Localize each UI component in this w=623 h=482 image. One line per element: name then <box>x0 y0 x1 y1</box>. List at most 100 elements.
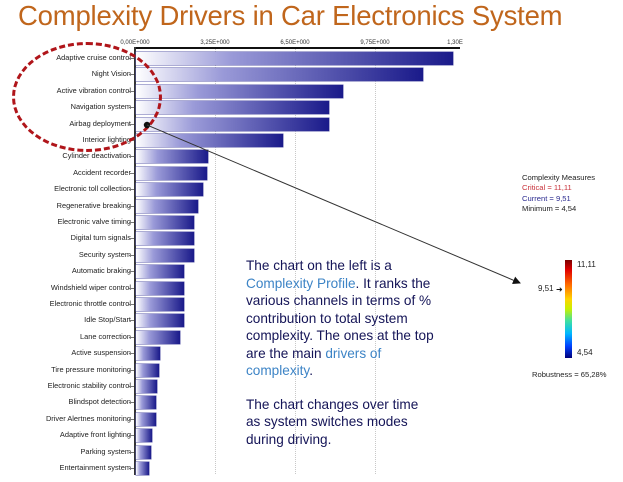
bar <box>136 462 150 475</box>
bar-row: Idle Stop/Start <box>0 312 623 329</box>
y-tick <box>129 435 134 437</box>
category-label: Parking system <box>80 446 131 456</box>
category-label: Cylinder deactivation <box>62 151 131 161</box>
bar <box>136 216 195 229</box>
bar <box>136 52 453 65</box>
bar-row: Driver Alertnes monitoring <box>0 411 623 428</box>
y-tick <box>129 287 134 289</box>
robustness-label: Robustness = 65,28% <box>532 370 607 379</box>
bar-row: Electronic valve timing <box>0 214 623 231</box>
bar <box>136 150 209 164</box>
category-label: Electronic toll collection <box>54 184 131 194</box>
category-label: Digital turn signals <box>70 233 131 243</box>
bar <box>136 347 160 361</box>
bar-row: Cylinder deactivation <box>0 148 623 165</box>
bar <box>136 298 185 311</box>
description-paragraph-1: The chart on the left is a Complexity Pr… <box>246 258 434 379</box>
bar <box>136 183 203 197</box>
bar <box>136 117 330 131</box>
bar <box>136 429 153 443</box>
bar-row: Blindspot detection <box>0 394 623 411</box>
gridline <box>295 49 296 474</box>
bar <box>136 363 160 377</box>
category-label: Blindspot detection <box>68 397 131 407</box>
bar <box>136 281 185 295</box>
category-label: Accident recorder <box>73 167 131 177</box>
category-label: Active suspension <box>71 348 131 358</box>
y-tick <box>129 451 134 453</box>
category-label: Idle Stop/Start <box>84 315 131 325</box>
gridline <box>215 49 216 474</box>
gridline <box>375 49 376 474</box>
bar-row: Windshield wiper control <box>0 280 623 297</box>
bar <box>136 248 195 262</box>
bar-row: Parking system <box>0 444 623 461</box>
category-label: Windshield wiper control <box>50 282 131 292</box>
x-tick-label: 1,30E <box>447 40 463 46</box>
critical-value: Critical = 11,11 <box>522 183 572 193</box>
bar-row: Digital turn signals <box>0 230 623 247</box>
bar <box>136 232 195 246</box>
y-tick <box>129 189 134 191</box>
bar <box>136 330 181 344</box>
y-tick <box>129 468 134 469</box>
bar-row: Tire pressure monitoring <box>0 362 623 379</box>
bar <box>136 68 423 82</box>
current-pointer-icon: ➜ <box>556 285 563 294</box>
category-label: Adaptive front lighting <box>59 430 131 440</box>
category-label: Electronic stability control <box>47 381 131 390</box>
complexity-measures: Complexity Measures Critical = 11,11 Cur… <box>522 173 595 215</box>
page-title: Complexity Drivers in Car Electronics Sy… <box>18 0 563 31</box>
description-text: The chart on the left is a Complexity Pr… <box>246 257 436 464</box>
bar-row: Adaptive front lighting <box>0 427 623 444</box>
measures-title: Complexity Measures <box>522 173 596 182</box>
bar <box>136 396 156 410</box>
y-tick <box>129 172 134 174</box>
category-label: Lane correction <box>80 331 131 341</box>
scale-current-label: 9,51 <box>538 284 554 293</box>
bar-row: Electronic throttle control <box>0 296 623 313</box>
category-label: Entertainment system <box>59 463 131 472</box>
y-tick <box>129 320 134 322</box>
y-tick <box>129 336 134 338</box>
bar-row: Electronic stability control <box>0 378 623 395</box>
bar-row: Entertainment system <box>0 460 623 477</box>
scale-min-label: 4,54 <box>577 348 593 357</box>
bar <box>136 314 185 328</box>
bar <box>136 84 343 98</box>
category-label: Electronic throttle control <box>49 299 131 308</box>
minimum-value: Minimum = 4,54 <box>522 204 577 214</box>
category-label: Tire pressure monitoring <box>51 364 131 374</box>
bar-row: Lane correction <box>0 329 623 346</box>
y-tick <box>129 304 134 305</box>
y-tick <box>129 353 134 355</box>
bar <box>136 445 151 459</box>
bar-row: Active suspension <box>0 345 623 362</box>
x-tick-label: 9,75E+000 <box>360 40 390 46</box>
bar-row: Accident recorder <box>0 165 623 182</box>
category-label: Electronic valve timing <box>57 217 131 226</box>
category-label: Regenerative breaking <box>56 200 131 210</box>
y-tick <box>129 418 134 420</box>
y-tick <box>129 386 134 387</box>
bar-row: Security system <box>0 247 623 264</box>
color-scale-bar <box>565 260 572 358</box>
scale-max-label: 11,11 <box>577 260 596 269</box>
y-tick <box>129 369 134 371</box>
category-label: Driver Alertnes monitoring <box>45 413 131 423</box>
y-tick <box>129 222 134 223</box>
y-tick <box>129 402 134 404</box>
bar-row: Electronic toll collection <box>0 181 623 198</box>
y-tick <box>129 271 134 273</box>
x-tick-label: 6,50E+000 <box>280 40 310 46</box>
y-tick <box>129 205 134 207</box>
y-tick <box>129 238 134 240</box>
bar-row: Regenerative breaking <box>0 198 623 215</box>
drivers-highlight: drivers of complexity <box>246 345 382 379</box>
category-label: Automatic braking <box>71 266 131 276</box>
complexity-profile-highlight: Complexity Profile <box>246 275 356 291</box>
bar <box>136 166 208 180</box>
x-tick-label: 0,00E+000 <box>120 40 150 46</box>
bar <box>136 412 156 426</box>
